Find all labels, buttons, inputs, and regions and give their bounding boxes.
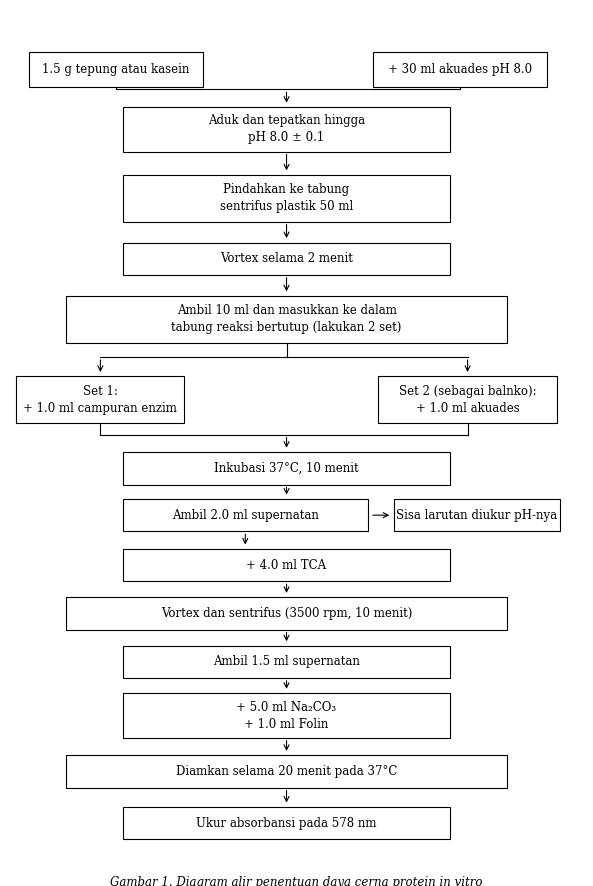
Text: 1.5 g tepung atau kasein: 1.5 g tepung atau kasein	[42, 63, 189, 76]
Text: Ambil 2.0 ml supernatan: Ambil 2.0 ml supernatan	[172, 509, 318, 522]
FancyBboxPatch shape	[123, 646, 450, 678]
FancyBboxPatch shape	[66, 296, 507, 343]
Text: Diamkan selama 20 menit pada 37°C: Diamkan selama 20 menit pada 37°C	[176, 766, 397, 778]
Text: Sisa larutan diukur pH-nya: Sisa larutan diukur pH-nya	[396, 509, 557, 522]
Text: Gambar 1. Diagram alir penentuan daya cerna protein in vitro: Gambar 1. Diagram alir penentuan daya ce…	[110, 876, 483, 886]
Text: Aduk dan tepatkan hingga
pH 8.0 ± 0.1: Aduk dan tepatkan hingga pH 8.0 ± 0.1	[208, 114, 365, 144]
FancyBboxPatch shape	[123, 499, 368, 532]
FancyBboxPatch shape	[123, 243, 450, 275]
FancyBboxPatch shape	[123, 452, 450, 485]
Text: Set 2 (sebagai balnko):
+ 1.0 ml akuades: Set 2 (sebagai balnko): + 1.0 ml akuades	[398, 385, 537, 415]
Text: Ambil 10 ml dan masukkan ke dalam
tabung reaksi bertutup (lakukan 2 set): Ambil 10 ml dan masukkan ke dalam tabung…	[171, 304, 401, 334]
FancyBboxPatch shape	[374, 51, 547, 87]
FancyBboxPatch shape	[123, 549, 450, 581]
FancyBboxPatch shape	[378, 377, 557, 424]
FancyBboxPatch shape	[123, 107, 450, 152]
Text: + 4.0 ml TCA: + 4.0 ml TCA	[247, 559, 327, 571]
Text: Ambil 1.5 ml supernatan: Ambil 1.5 ml supernatan	[213, 656, 360, 668]
FancyBboxPatch shape	[123, 175, 450, 222]
FancyBboxPatch shape	[123, 807, 450, 839]
FancyBboxPatch shape	[17, 377, 184, 424]
FancyBboxPatch shape	[394, 499, 560, 532]
Text: Ukur absorbansi pada 578 nm: Ukur absorbansi pada 578 nm	[196, 817, 377, 829]
Text: Pindahkan ke tabung
sentrifus plastik 50 ml: Pindahkan ke tabung sentrifus plastik 50…	[220, 183, 353, 214]
FancyBboxPatch shape	[66, 597, 507, 630]
FancyBboxPatch shape	[29, 51, 203, 87]
Text: Set 1:
+ 1.0 ml campuran enzim: Set 1: + 1.0 ml campuran enzim	[24, 385, 177, 415]
FancyBboxPatch shape	[123, 694, 450, 738]
Text: + 5.0 ml Na₂CO₃
+ 1.0 ml Folin: + 5.0 ml Na₂CO₃ + 1.0 ml Folin	[237, 701, 337, 731]
FancyBboxPatch shape	[66, 756, 507, 788]
Text: Inkubasi 37°C, 10 menit: Inkubasi 37°C, 10 menit	[214, 462, 359, 475]
Text: Vortex selama 2 menit: Vortex selama 2 menit	[220, 253, 353, 265]
Text: Vortex dan sentrifus (3500 rpm, 10 menit): Vortex dan sentrifus (3500 rpm, 10 menit…	[161, 607, 412, 620]
Text: + 30 ml akuades pH 8.0: + 30 ml akuades pH 8.0	[388, 63, 533, 76]
